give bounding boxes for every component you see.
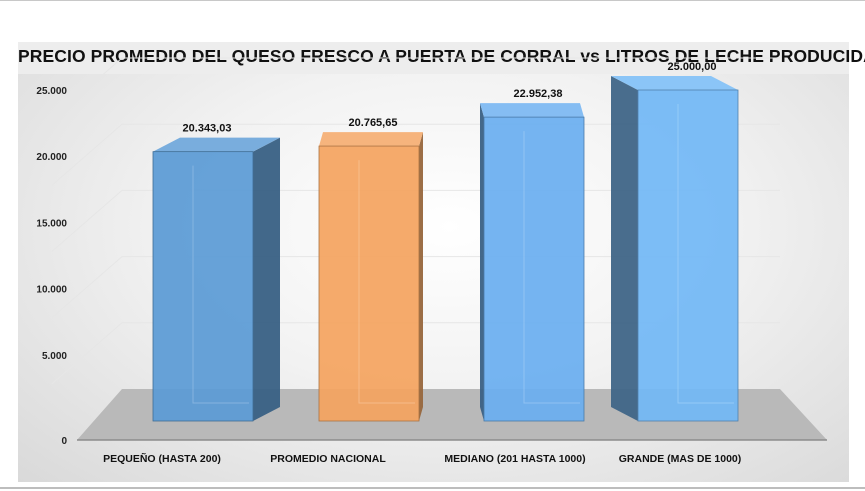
bar-side-face [480, 103, 484, 422]
bar [611, 76, 739, 422]
x-tick-label: PEQUEÑO (HASTA 200) [103, 452, 221, 465]
bar-inner-edge [523, 131, 580, 404]
bar [318, 132, 423, 422]
bar-side-face [419, 132, 423, 421]
bar-inner-edge [677, 104, 734, 404]
y-tick-label: 25.000 [36, 86, 67, 97]
bar-inner-edge [358, 160, 415, 404]
bar-front-face [483, 116, 585, 422]
bar-side-face [253, 137, 280, 422]
bar-front-face [152, 151, 254, 422]
data-labels: 20.343,03 20.765,65 22.952,38 25.000,00 [183, 61, 717, 135]
y-tick-label: 10.000 [36, 285, 67, 296]
y-tick-label: 0 [61, 436, 67, 447]
data-label: 20.343,03 [183, 123, 232, 135]
chart-title: PRECIO PROMEDIO DEL QUESO FRESCO A PUERT… [18, 46, 865, 66]
bar-top-face [480, 103, 584, 118]
y-tick-label: 15.000 [36, 218, 67, 229]
bar-top-face [611, 76, 738, 90]
bar [480, 103, 585, 422]
bar [152, 137, 280, 422]
y-tick-label: 20.000 [36, 152, 67, 163]
y-axis: 0 5.000 10.000 15.000 20.000 25.000 [36, 86, 67, 447]
bar-top-face [319, 132, 423, 147]
frame-bottom-line [0, 487, 865, 489]
bar-front-face [318, 145, 420, 422]
x-axis: PEQUEÑO (HASTA 200) PROMEDIO NACIONAL MEDI… [103, 452, 741, 465]
x-tick-label: GRANDE (MAS DE 1000) [619, 453, 742, 465]
bar-front-face [637, 89, 739, 422]
bars [152, 76, 739, 422]
bar-top-face [153, 137, 280, 152]
x-tick-label: PROMEDIO NACIONAL [270, 453, 386, 465]
data-label: 22.952,38 [514, 88, 563, 100]
y-tick-label: 5.000 [42, 351, 67, 362]
data-label: 20.765,65 [349, 117, 398, 129]
gridline [51, 57, 780, 120]
bar-side-face [611, 76, 638, 421]
frame-top-line [0, 0, 865, 1]
x-tick-label: MEDIANO (201 HASTA 1000) [444, 453, 585, 465]
bar-inner-edge [192, 165, 249, 404]
data-label: 25.000,00 [668, 61, 717, 73]
